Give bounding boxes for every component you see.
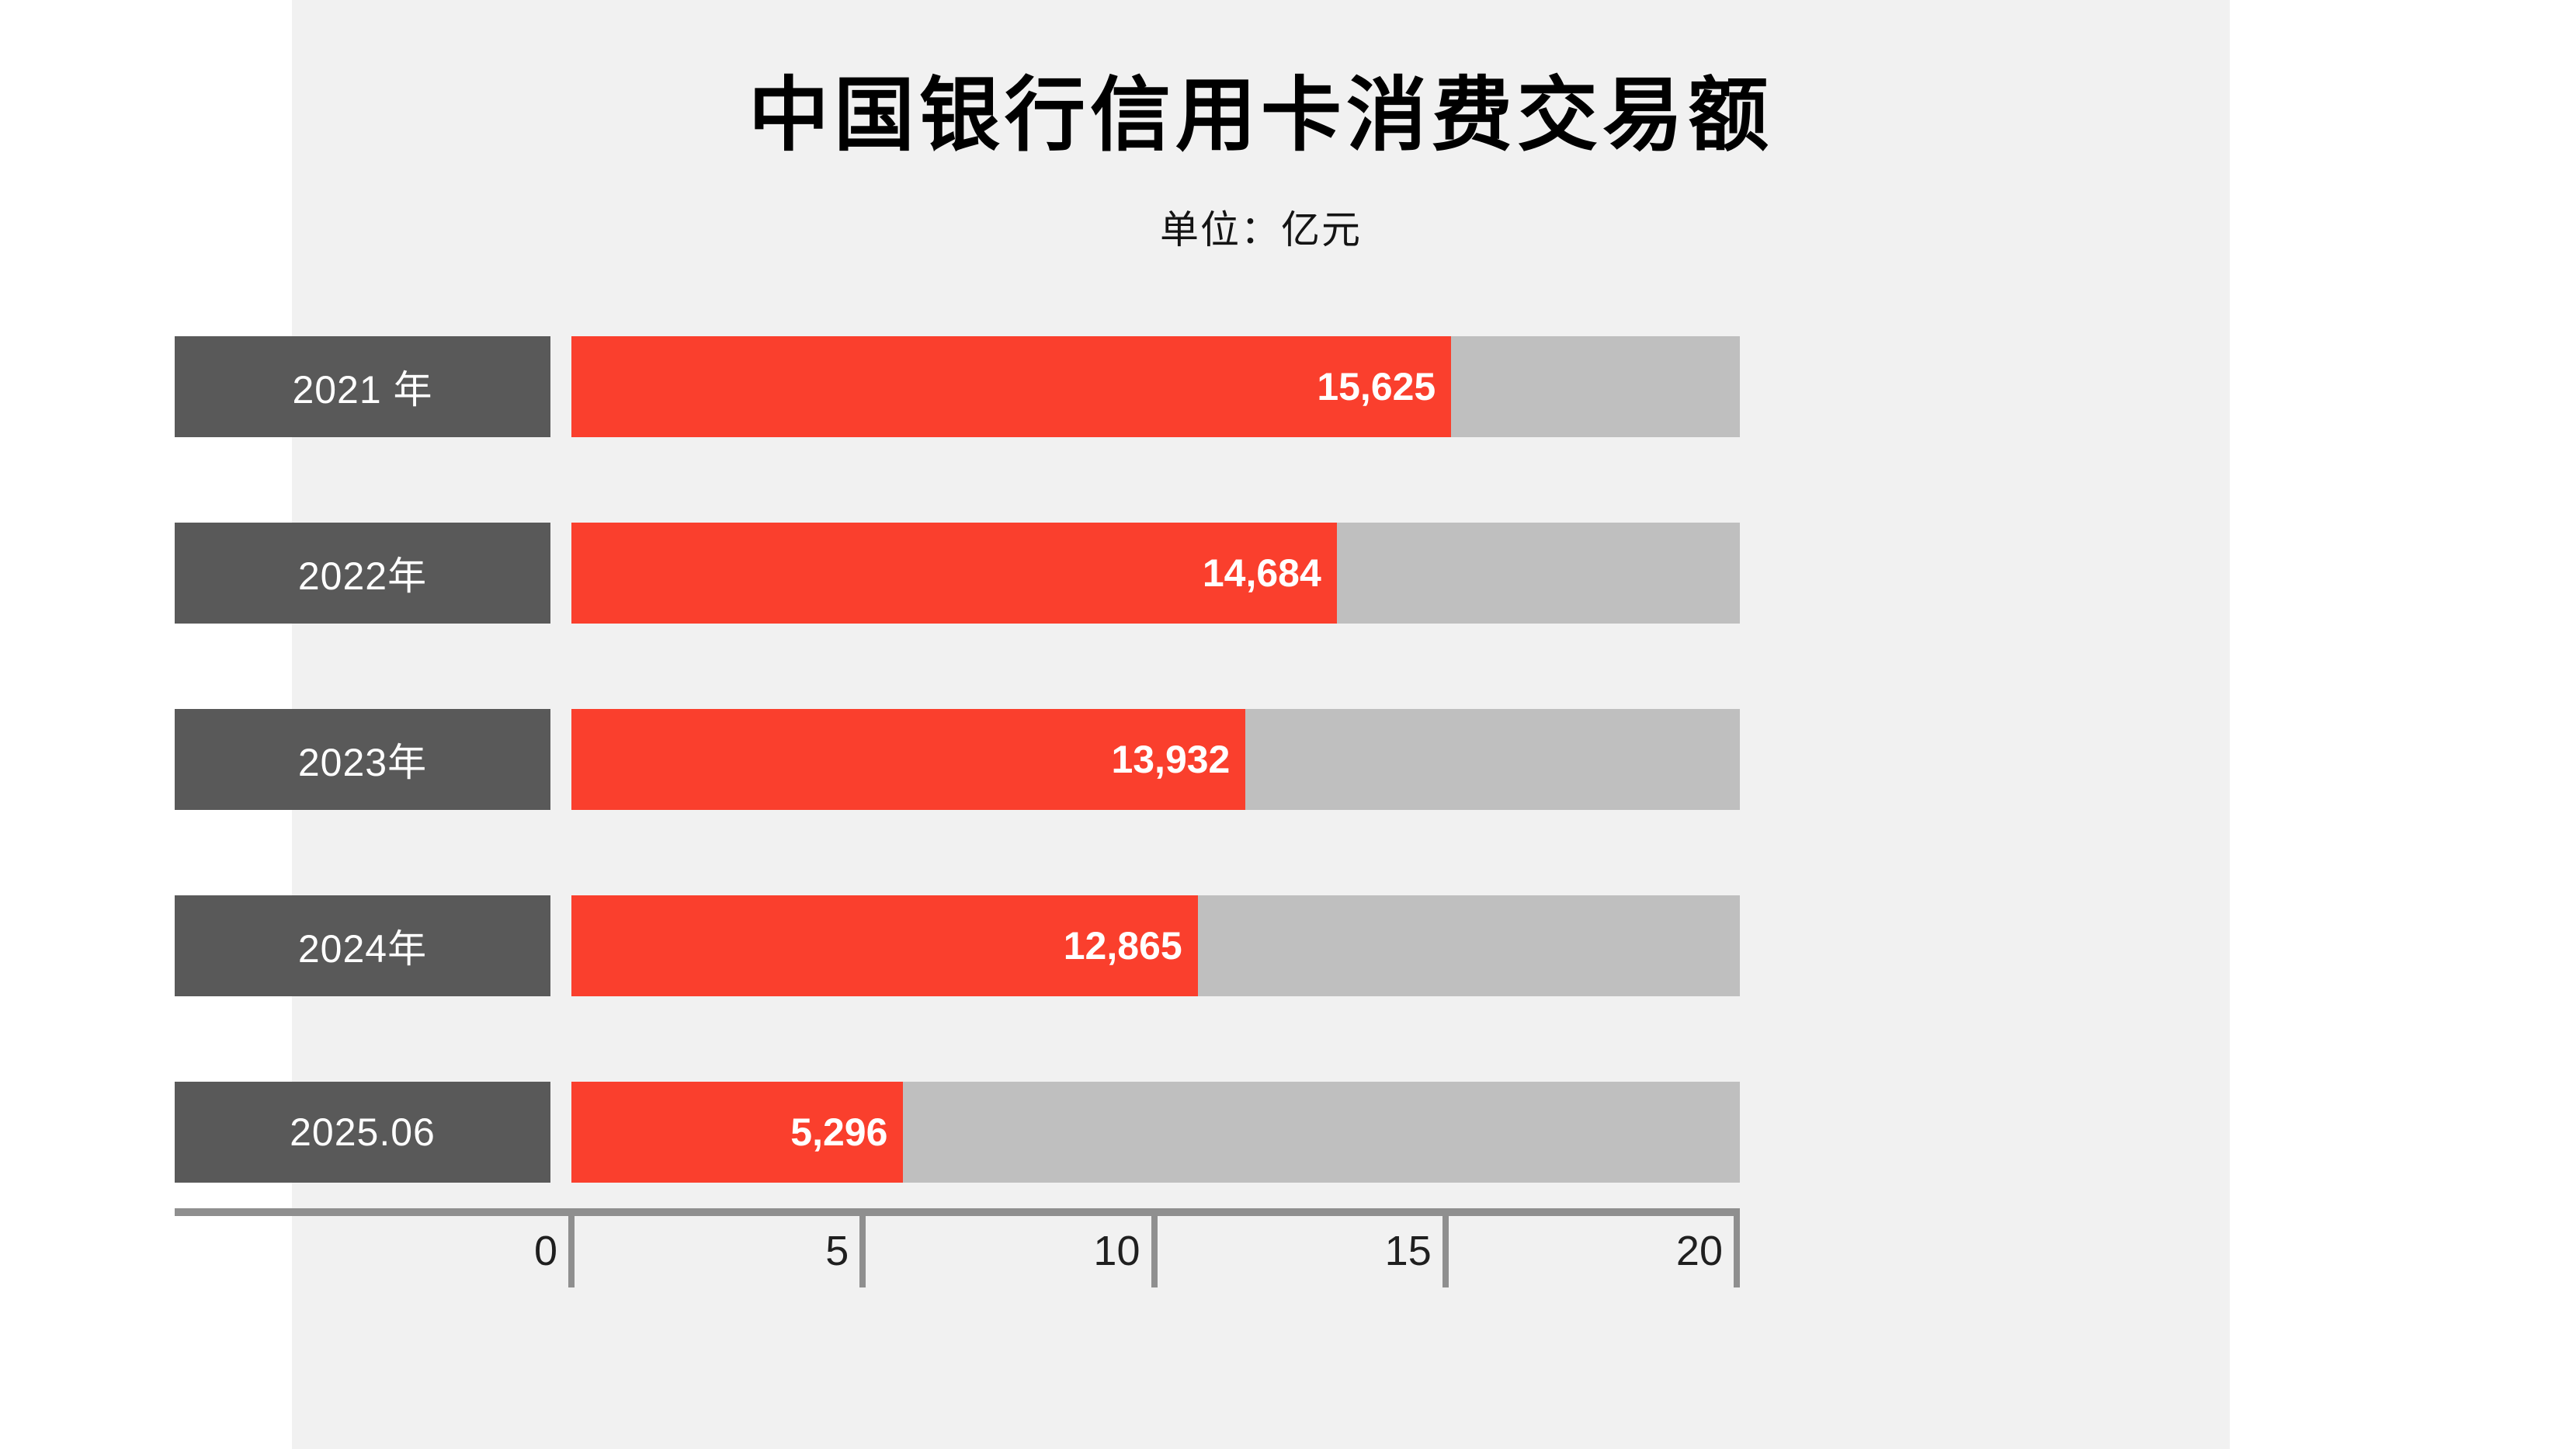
axis-tick — [1442, 1216, 1449, 1287]
chart-row: 2024年 12,865 — [175, 895, 1740, 996]
axis-tick-label: 0 — [533, 1228, 557, 1274]
bar-value-label: 14,684 — [1202, 551, 1321, 595]
axis-tick — [568, 1216, 575, 1287]
chart-title: 中国银行信用卡消费交易额 — [748, 71, 1773, 161]
axis-tick-label: 10 — [1093, 1228, 1140, 1274]
bar-fill: 12,865 — [571, 895, 1198, 996]
axis-tick-label: 15 — [1384, 1228, 1432, 1274]
axis-tick — [1734, 1216, 1740, 1287]
bar-fill: 5,296 — [571, 1082, 904, 1183]
x-axis: 0 5 10 15 20 — [175, 1208, 1740, 1309]
category-label: 2022年 — [175, 523, 550, 624]
bar-fill: 15,625 — [571, 336, 1452, 437]
x-axis-line — [175, 1208, 1740, 1216]
bar-value-label: 5,296 — [790, 1110, 888, 1154]
bar-fill: 13,932 — [571, 709, 1246, 810]
chart-row: 2023年 13,932 — [175, 709, 1740, 810]
category-label: 2023年 — [175, 709, 550, 810]
chart-row: 2022年 14,684 — [175, 523, 1740, 624]
bar-value-label: 12,865 — [1063, 924, 1182, 968]
bar-track: 12,865 — [571, 895, 1740, 996]
bar-fill: 14,684 — [571, 523, 1337, 624]
bar-track: 13,932 — [571, 709, 1740, 810]
axis-tick — [1151, 1216, 1158, 1287]
bar-track: 15,625 — [571, 336, 1740, 437]
chart-row: 2021 年 15,625 — [175, 336, 1740, 437]
chart-unit-subtitle: 单位：亿元 — [1160, 208, 1362, 252]
chart-row: 2025.06 5,296 — [175, 1082, 1740, 1183]
category-label: 2024年 — [175, 895, 550, 996]
category-label: 2021 年 — [175, 336, 550, 437]
bar-value-label: 15,625 — [1317, 365, 1436, 408]
bar-rows: 2021 年 15,625 2022年 14,684 2023年 13,932 2024年 1… — [175, 336, 1740, 1268]
bar-value-label: 13,932 — [1111, 738, 1231, 781]
category-label: 2025.06 — [175, 1082, 550, 1183]
axis-tick-label: 5 — [825, 1228, 849, 1274]
axis-tick-label: 20 — [1675, 1228, 1723, 1274]
bar-track: 14,684 — [571, 523, 1740, 624]
axis-tick — [859, 1216, 866, 1287]
bar-track: 5,296 — [571, 1082, 1740, 1183]
